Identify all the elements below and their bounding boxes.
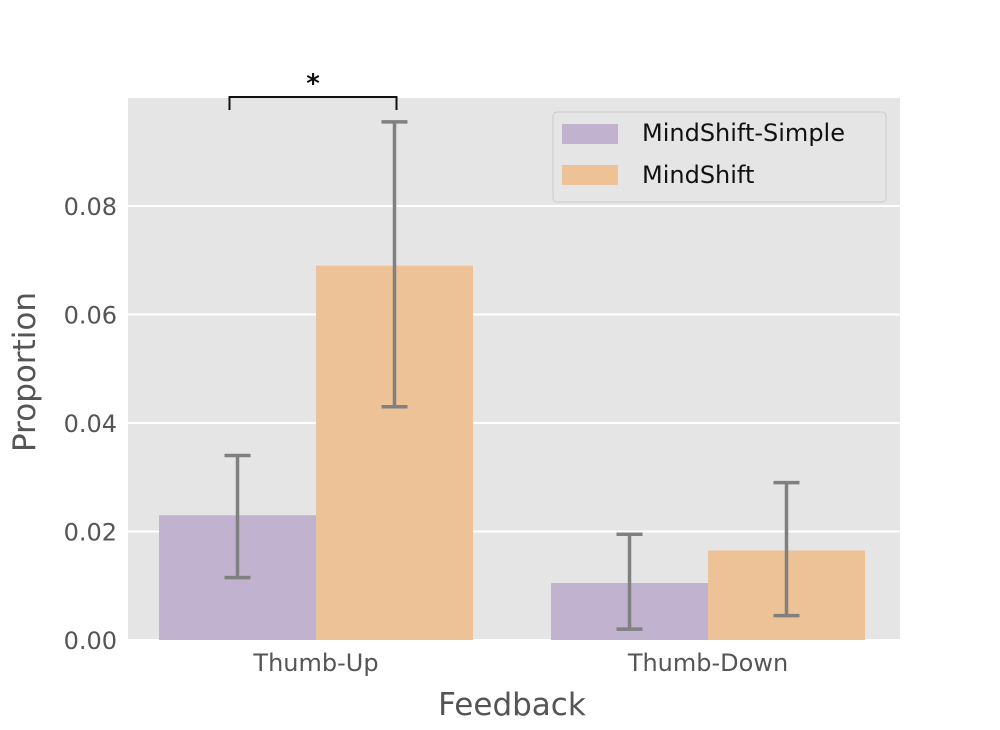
- y-tick-label: 0.08: [64, 193, 117, 221]
- x-axis-label: Feedback: [438, 687, 586, 723]
- x-tick-label: Thumb-Up: [252, 649, 378, 677]
- y-tick-label: 0.06: [64, 302, 117, 330]
- y-axis-label: Proportion: [7, 292, 43, 452]
- y-tick-label: 0.04: [64, 410, 117, 438]
- legend-swatch-mindshift: [562, 165, 618, 185]
- errorbars-group: [224, 120, 800, 631]
- x-tick-labels: Thumb-Up Thumb-Down: [252, 649, 788, 677]
- x-tick-label: Thumb-Down: [627, 649, 788, 677]
- y-tick-labels: 0.00 0.02 0.04 0.06 0.08: [64, 193, 117, 655]
- legend-swatch-mindshift-simple: [562, 124, 618, 144]
- bars-group: [159, 265, 865, 640]
- legend-label-mindshift-simple: MindShift-Simple: [642, 119, 845, 147]
- significance-bracket: [228, 96, 398, 110]
- legend-label-mindshift: MindShift: [642, 161, 754, 189]
- legend-frame: [552, 111, 887, 203]
- y-tick-label: 0.00: [64, 627, 117, 655]
- legend: MindShift-Simple MindShift: [552, 111, 887, 203]
- significance-marker: *: [306, 69, 320, 99]
- annotations-group: *: [228, 69, 398, 110]
- y-tick-label: 0.02: [64, 519, 117, 547]
